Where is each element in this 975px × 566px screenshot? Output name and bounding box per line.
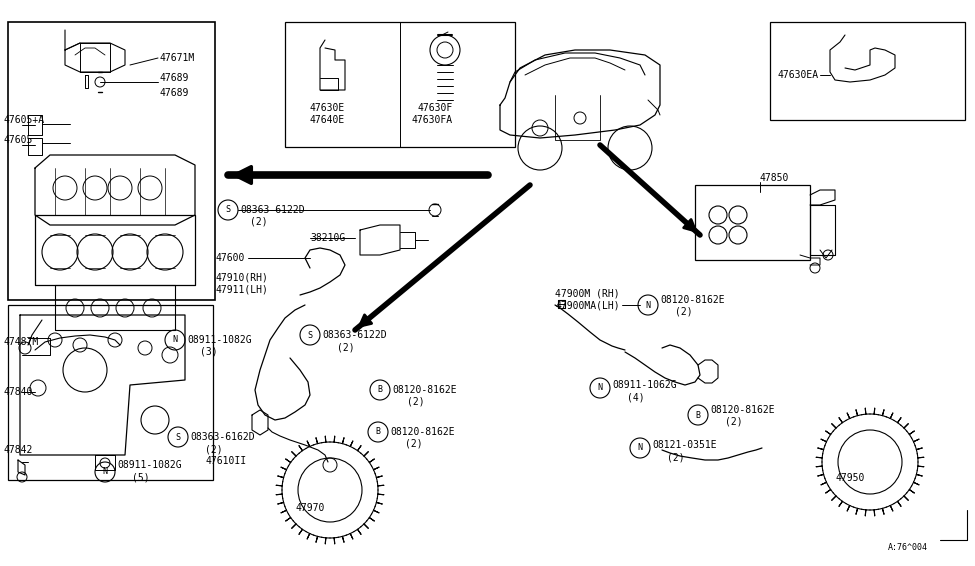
Text: N: N xyxy=(102,468,107,477)
Text: 47900MA(LH): 47900MA(LH) xyxy=(555,300,620,310)
Text: 47630F: 47630F xyxy=(418,103,453,113)
Text: (4): (4) xyxy=(627,392,644,402)
Text: B: B xyxy=(375,427,380,436)
Text: 47630EA: 47630EA xyxy=(778,70,819,80)
Text: 47600: 47600 xyxy=(215,253,245,263)
Text: 47610II: 47610II xyxy=(205,456,246,466)
Text: S: S xyxy=(225,205,230,215)
Text: (2): (2) xyxy=(725,417,743,427)
Text: 47950: 47950 xyxy=(835,473,865,483)
Text: 08120-8162E: 08120-8162E xyxy=(710,405,774,415)
Text: 47671M: 47671M xyxy=(160,53,195,63)
Bar xyxy=(285,22,515,147)
Text: (2): (2) xyxy=(667,452,684,462)
Text: 08911-1062G: 08911-1062G xyxy=(612,380,677,390)
Text: 47900M (RH): 47900M (RH) xyxy=(555,288,620,298)
Text: 47640E: 47640E xyxy=(310,115,345,125)
Text: 47840: 47840 xyxy=(3,387,32,397)
Text: 08120-8162E: 08120-8162E xyxy=(392,385,456,395)
Text: 47630FA: 47630FA xyxy=(412,115,453,125)
Text: 47842: 47842 xyxy=(3,445,32,455)
Text: 08120-8162E: 08120-8162E xyxy=(660,295,724,305)
Text: B: B xyxy=(377,385,382,395)
Text: 08911-1082G: 08911-1082G xyxy=(187,335,252,345)
Text: 47689: 47689 xyxy=(160,88,189,98)
Text: B: B xyxy=(695,410,700,419)
Text: 08363-6122D: 08363-6122D xyxy=(322,330,387,340)
Text: 47911(LH): 47911(LH) xyxy=(215,285,268,295)
Text: 08911-1082G: 08911-1082G xyxy=(117,460,181,470)
Text: (5): (5) xyxy=(132,472,149,482)
Text: 47850: 47850 xyxy=(760,173,790,183)
Text: S: S xyxy=(176,432,180,441)
Text: N: N xyxy=(638,444,643,452)
Text: 08363-6162D: 08363-6162D xyxy=(190,432,254,442)
Text: N: N xyxy=(173,336,177,345)
Bar xyxy=(695,185,810,260)
Bar xyxy=(8,22,215,300)
Text: 08363-6122D: 08363-6122D xyxy=(240,205,304,215)
Text: (2): (2) xyxy=(250,217,267,227)
Text: 08121-0351E: 08121-0351E xyxy=(652,440,717,450)
Text: 47605+A: 47605+A xyxy=(3,115,44,125)
Text: 47910(RH): 47910(RH) xyxy=(215,273,268,283)
Text: (2): (2) xyxy=(405,439,422,449)
Text: 47970: 47970 xyxy=(295,503,325,513)
Text: 47605: 47605 xyxy=(3,135,32,145)
Text: 47487M: 47487M xyxy=(3,337,38,347)
Text: 38210G: 38210G xyxy=(310,233,345,243)
Text: (3): (3) xyxy=(200,347,217,357)
Text: N: N xyxy=(598,384,603,392)
Text: N: N xyxy=(645,301,650,310)
Bar xyxy=(770,22,965,120)
Text: (2): (2) xyxy=(675,307,692,317)
Text: (2): (2) xyxy=(407,397,425,407)
Text: (2): (2) xyxy=(337,342,355,352)
Text: (2): (2) xyxy=(205,444,222,454)
Text: A:76^004: A:76^004 xyxy=(888,543,928,552)
Text: 47689: 47689 xyxy=(160,73,189,83)
Text: S: S xyxy=(307,331,313,340)
Text: 47630E: 47630E xyxy=(310,103,345,113)
Bar xyxy=(8,305,213,480)
Text: 08120-8162E: 08120-8162E xyxy=(390,427,454,437)
